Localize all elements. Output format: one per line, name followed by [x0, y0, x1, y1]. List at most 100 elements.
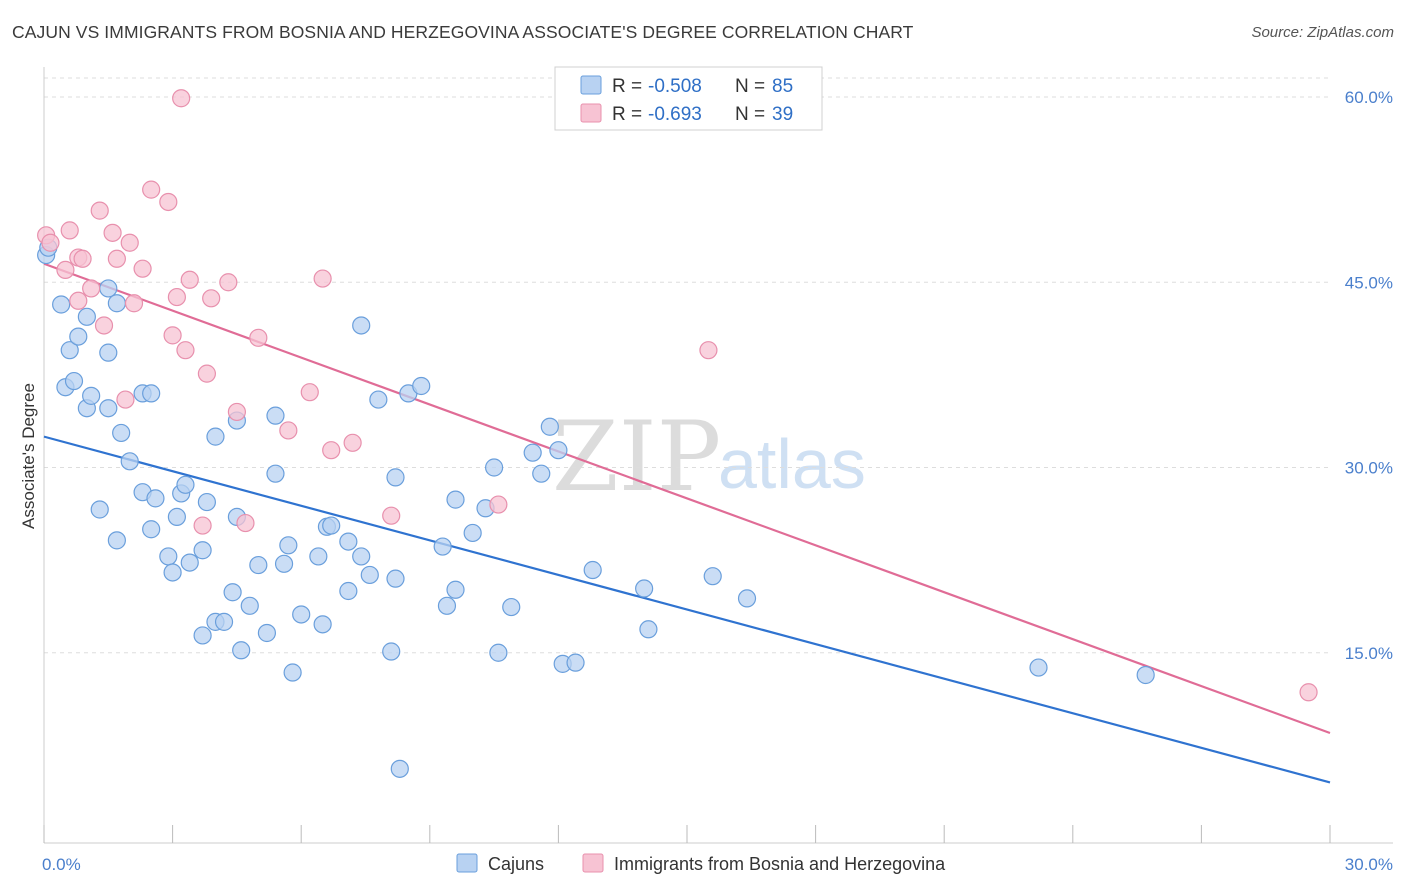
point-cajuns-5: [77, 307, 96, 326]
axes: 0.0% 30.0%: [42, 67, 1393, 874]
point-cajuns-80: [737, 589, 757, 608]
point-cajuns-79: [703, 567, 722, 586]
legend-r-label-2: R =: [612, 104, 642, 125]
point-bosnia-16: [159, 192, 178, 212]
point-bosnia-33: [489, 495, 508, 514]
point-cajuns-45: [232, 641, 251, 660]
point-cajuns-81: [292, 605, 311, 624]
point-cajuns-55: [386, 468, 405, 487]
point-bosnia-32: [382, 506, 401, 525]
point-bosnia-20: [180, 270, 199, 289]
point-bosnia-17: [167, 287, 186, 307]
point-bosnia-25: [227, 402, 246, 422]
point-bosnia-26: [249, 328, 268, 347]
point-bosnia-27: [279, 421, 298, 440]
correlation-legend: R = -0.508 N = 85 R = -0.693 N = 39: [554, 66, 823, 131]
point-cajuns-60: [412, 376, 431, 396]
point-cajuns-23: [90, 500, 109, 519]
series-legend-cajuns: Cajuns: [488, 854, 544, 874]
y-tick-label-45: 45.0%: [1345, 273, 1393, 292]
y-tick-label-15: 15.0%: [1345, 644, 1393, 663]
point-bosnia-9: [90, 201, 109, 220]
point-cajuns-10: [82, 386, 101, 405]
point-cajuns-39: [223, 583, 242, 602]
series-legend-bosnia: Immigrants from Bosnia and Herzegovina: [614, 854, 946, 874]
trend-line-cajuns: [43, 435, 1331, 784]
point-bosnia-18: [163, 326, 182, 345]
point-cajuns-70: [523, 443, 542, 462]
point-cajuns-28: [167, 507, 186, 527]
point-bosnia-10: [103, 223, 122, 242]
point-cajuns-83: [390, 759, 409, 778]
legend-swatch-cajuns: [580, 75, 602, 95]
legend-r-value-1: -0.508: [648, 76, 702, 97]
point-cajuns-19: [146, 489, 165, 508]
point-bosnia-19: [176, 341, 195, 360]
point-bosnia-36: [236, 513, 255, 533]
point-cajuns-56: [382, 642, 401, 661]
x-tick-label-0: 0.0%: [42, 855, 81, 874]
point-bosnia-35: [193, 516, 212, 535]
point-cajuns-61: [446, 490, 465, 509]
point-cajuns-16: [112, 423, 131, 443]
y-axis-label: Associate's Degree: [19, 383, 38, 529]
point-cajuns-62: [433, 537, 452, 556]
point-cajuns-48: [309, 547, 328, 566]
point-cajuns-43: [193, 626, 212, 645]
point-cajuns-51: [352, 547, 371, 566]
x-tick-label-30: 30.0%: [1345, 855, 1393, 874]
data-points: [37, 89, 1318, 778]
point-cajuns-21: [176, 475, 195, 494]
point-bosnia-5: [56, 260, 75, 279]
legend-n-value-2: 39: [772, 104, 793, 125]
legend-n-label-2: N =: [735, 104, 765, 125]
point-cajuns-58: [369, 390, 388, 409]
legend-n-label-1: N =: [735, 76, 765, 97]
point-cajuns-67: [485, 458, 504, 477]
point-bosnia-4: [73, 249, 92, 268]
point-cajuns-17: [120, 452, 139, 471]
point-bosnia-30: [322, 441, 341, 460]
point-cajuns-24: [107, 531, 126, 550]
point-bosnia-2: [60, 221, 79, 240]
point-cajuns-65: [463, 523, 482, 543]
point-cajuns-29: [180, 553, 199, 572]
point-cajuns-54: [386, 569, 405, 588]
point-bosnia-13: [133, 259, 152, 278]
point-bosnia-21: [197, 364, 216, 383]
source-label: Source: ZipAtlas.com: [1251, 24, 1394, 41]
point-bosnia-23: [219, 273, 238, 292]
point-cajuns-6: [99, 279, 118, 298]
point-cajuns-63: [446, 580, 465, 599]
point-bosnia-38: [1299, 683, 1318, 702]
point-cajuns-11: [99, 343, 118, 362]
point-bosnia-12: [120, 233, 139, 252]
series-legend: Cajuns Immigrants from Bosnia and Herzeg…: [456, 853, 946, 874]
point-bosnia-37: [172, 89, 191, 108]
point-cajuns-27: [163, 563, 182, 582]
point-cajuns-75: [566, 653, 585, 672]
chart-title: CAJUN VS IMMIGRANTS FROM BOSNIA AND HERZ…: [12, 22, 914, 42]
point-cajuns-4: [69, 327, 88, 346]
point-cajuns-33: [266, 406, 285, 425]
point-bosnia-14: [124, 294, 144, 313]
point-cajuns-53: [360, 565, 379, 585]
point-cajuns-42: [214, 612, 234, 631]
series-legend-swatch-bosnia: [582, 853, 604, 873]
point-cajuns-76: [583, 560, 602, 580]
legend-r-value-2: -0.693: [648, 104, 702, 125]
point-cajuns-8: [64, 371, 84, 391]
point-cajuns-44: [257, 623, 277, 643]
point-bosnia-1: [41, 233, 60, 252]
point-bosnia-15: [142, 180, 161, 199]
y-tick-label-30: 30.0%: [1345, 459, 1393, 478]
watermark-zip: ZIP: [552, 401, 721, 513]
point-cajuns-40: [240, 596, 259, 615]
point-cajuns-50: [322, 516, 341, 535]
point-cajuns-26: [159, 547, 178, 566]
legend-n-value-1: 85: [772, 76, 793, 97]
watermark-atlas: atlas: [718, 425, 866, 503]
y-tick-label-60: 60.0%: [1345, 88, 1393, 107]
point-cajuns-78: [639, 620, 658, 639]
